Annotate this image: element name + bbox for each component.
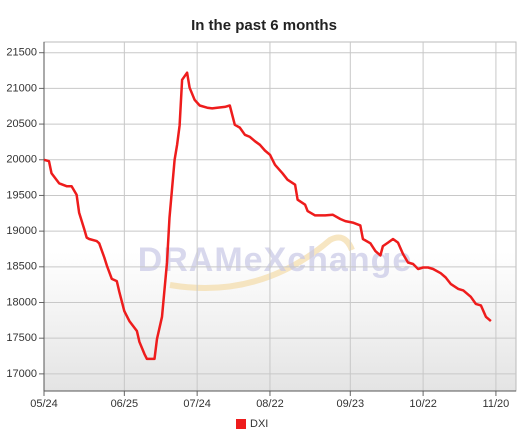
y-tick-label: 20500 — [6, 118, 37, 130]
watermark: DRAMeXchange — [138, 241, 413, 279]
y-tick-label: 21500 — [6, 47, 37, 59]
data-line — [43, 71, 492, 361]
y-tick-label: 19000 — [6, 225, 37, 237]
y-tick-label: 18000 — [6, 296, 37, 308]
y-tick-label: 18500 — [6, 261, 37, 273]
legend-swatch — [236, 419, 246, 429]
y-tick-label: 17000 — [6, 368, 37, 380]
y-tick-label: 17500 — [6, 332, 37, 344]
x-tick-label: 11/20 — [483, 398, 510, 410]
y-tick-label: 19500 — [6, 189, 37, 201]
y-tick-label: 21000 — [6, 82, 37, 94]
x-tick-label: 06/25 — [111, 398, 139, 410]
x-tick-label: 10/22 — [409, 398, 437, 410]
x-tick-label: 09/23 — [337, 398, 365, 410]
x-tick-label: 08/22 — [256, 398, 284, 410]
y-tick-label: 20000 — [6, 154, 37, 166]
x-tick-label: 07/24 — [183, 398, 211, 410]
chart-title: In the past 6 months — [191, 17, 337, 34]
plot-area — [43, 41, 517, 392]
legend-label: DXI — [250, 418, 268, 430]
x-tick-label: 05/24 — [30, 398, 58, 410]
watermark-swoosh — [169, 234, 355, 291]
